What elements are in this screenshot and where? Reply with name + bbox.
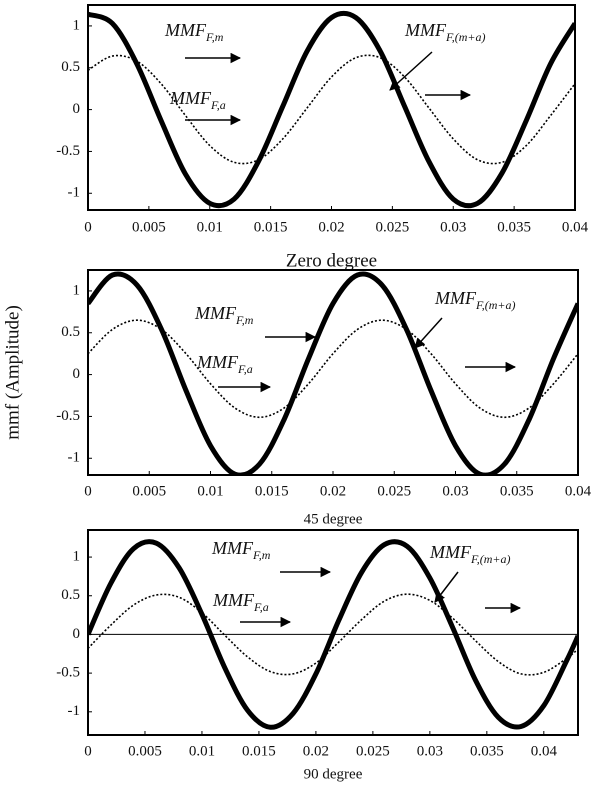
annotation-main: MMF	[212, 590, 255, 610]
y-tick-label: -1	[68, 703, 81, 719]
solid-curve	[88, 271, 578, 475]
annotation-subscript: F,a	[210, 98, 226, 112]
annotation: MMFF,(m+a)	[429, 542, 511, 566]
x-tick-label: 0.015	[255, 483, 289, 499]
annotation: MMFF,m	[194, 303, 254, 327]
annotation-arrow	[414, 317, 443, 349]
x-tick-label: 0.025	[356, 743, 390, 759]
x-axis-label: Zero degree	[286, 250, 377, 271]
annotation: MMFF,(m+a)	[404, 20, 486, 44]
y-tick-label: 0	[73, 366, 81, 382]
y-tick-label: 1	[73, 282, 81, 298]
dotted-curve	[88, 593, 578, 676]
x-tick-label: 0.015	[242, 743, 276, 759]
y-tick-label: 0.5	[61, 587, 80, 603]
annotation-main: MMF	[429, 542, 472, 562]
y-tick-label: 0	[73, 101, 81, 117]
annotation-subscript: F,m	[235, 313, 254, 327]
annotation-subscript: F,(m+a)	[475, 298, 516, 312]
annotation-main: MMF	[434, 288, 477, 308]
y-tick-label: 1	[73, 549, 81, 565]
x-tick-label: 0.035	[497, 219, 531, 235]
x-tick-label: 0.035	[500, 483, 534, 499]
y-tick-label: -1	[68, 450, 81, 466]
annotation: MMFF,(m+a)	[434, 288, 516, 312]
y-axis-label: mmf (Amplitude)	[2, 305, 23, 440]
annotation-main: MMF	[404, 20, 447, 40]
x-tick-label: 0.015	[254, 219, 288, 235]
y-tick-label: -0.5	[56, 665, 80, 681]
x-axis-label: 45 degree	[304, 511, 363, 527]
x-tick-label: 0.03	[440, 219, 466, 235]
annotation-subscript: F,m	[252, 548, 271, 562]
x-tick-label: 0.03	[417, 743, 443, 759]
annotation-subscript: F,(m+a)	[470, 552, 511, 566]
x-tick-label: 0.04	[562, 219, 589, 235]
x-tick-label: 0.02	[320, 483, 346, 499]
x-tick-label: 0	[84, 743, 92, 759]
annotation-subscript: F,a	[253, 600, 269, 614]
x-tick-label: 0.03	[442, 483, 468, 499]
x-tick-label: 0.005	[132, 219, 166, 235]
y-tick-label: -0.5	[56, 143, 80, 159]
annotation-arrow	[434, 571, 459, 603]
solid-curve	[88, 539, 578, 730]
annotation-subscript: F,m	[205, 30, 224, 44]
annotation: MMFF,a	[196, 352, 253, 376]
x-tick-label: 0	[84, 483, 92, 499]
y-tick-label: 0	[73, 626, 81, 642]
x-tick-label: 0.04	[531, 743, 558, 759]
x-tick-label: 0	[84, 219, 92, 235]
y-tick-label: 0.5	[61, 59, 80, 75]
solid-curve	[88, 10, 575, 209]
annotation-main: MMF	[194, 303, 237, 323]
annotation: MMFF,a	[212, 590, 269, 614]
x-tick-label: 0.01	[189, 743, 215, 759]
x-tick-label: 0.035	[470, 743, 504, 759]
x-tick-label: 0.01	[197, 483, 223, 499]
x-tick-label: 0.025	[377, 483, 411, 499]
x-tick-label: 0.025	[376, 219, 410, 235]
annotation: MMFF,m	[164, 20, 224, 44]
x-axis-label: 90 degree	[304, 766, 363, 782]
annotation: MMFF,a	[169, 88, 226, 112]
annotation-subscript: F,a	[237, 362, 253, 376]
annotation-main: MMF	[169, 88, 212, 108]
y-tick-label: -1	[68, 185, 81, 201]
y-tick-label: 0.5	[61, 324, 80, 340]
annotation-arrow	[389, 51, 433, 91]
x-tick-label: 0.005	[132, 483, 166, 499]
annotation-main: MMF	[196, 352, 239, 372]
annotation-main: MMF	[211, 538, 254, 558]
x-tick-label: 0.02	[303, 743, 329, 759]
y-tick-label: 1	[73, 17, 81, 33]
dotted-curve	[88, 319, 578, 419]
annotation-subscript: F,(m+a)	[445, 30, 486, 44]
annotation: MMFF,m	[211, 538, 271, 562]
x-tick-label: 0.01	[197, 219, 223, 235]
plot-frame	[87, 4, 576, 211]
y-tick-label: -0.5	[56, 408, 80, 424]
dotted-curve	[88, 54, 575, 165]
annotation-main: MMF	[164, 20, 207, 40]
x-tick-label: 0.04	[565, 483, 592, 499]
x-tick-label: 0.005	[128, 743, 162, 759]
x-tick-label: 0.02	[318, 219, 344, 235]
